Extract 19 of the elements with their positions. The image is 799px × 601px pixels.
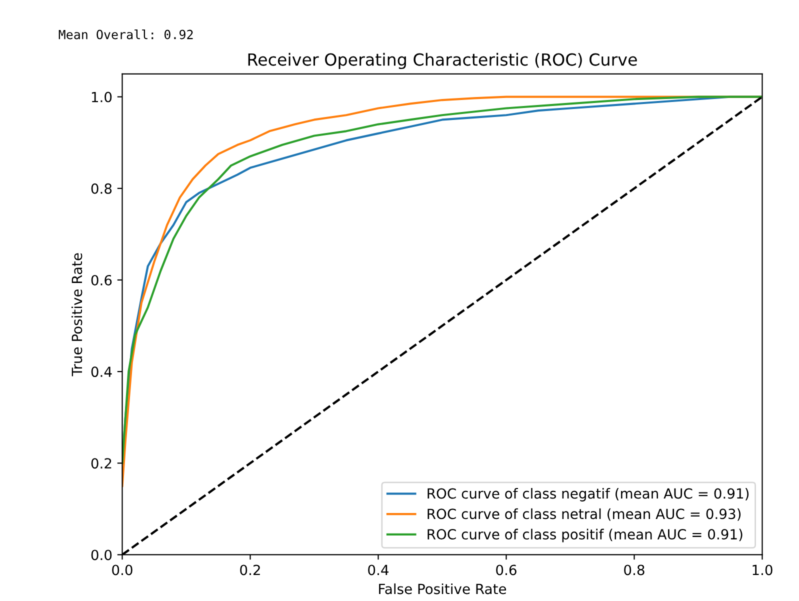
x-tick-label: 1.0 [752, 564, 772, 576]
x-tick-label: 0.6 [496, 564, 516, 576]
x-tick-label: 0.4 [368, 564, 389, 576]
legend-label: ROC curve of class positif (mean AUC = 0.91) [428, 528, 742, 542]
y-tick-label: 0.8 [91, 183, 112, 194]
x-axis-title: False Positive Rate [379, 583, 506, 594]
y-axis-title: True Positive Rate [71, 253, 82, 376]
y-tick-label: 0.6 [91, 274, 112, 286]
legend-label: ROC curve of class negatif (mean AUC = 0.91) [428, 488, 749, 502]
text: Mean Overall: 0.92 [58, 30, 193, 40]
y-tick-label: 0.0 [91, 550, 112, 560]
y-tick-label: 1.0 [92, 92, 112, 102]
x-tick-label: 0.2 [240, 564, 260, 576]
chart-title: Receiver Operating Characteristic (ROC) Curve [248, 52, 637, 70]
legend-label: ROC curve of class netral (mean AUC = 0.93) [428, 508, 741, 521]
x-tick-label: 0.8 [624, 564, 644, 576]
y-tick-label: 0.2 [91, 458, 112, 469]
y-tick-label: 0.4 [91, 366, 112, 378]
x-tick-label: 0.0 [112, 564, 132, 576]
